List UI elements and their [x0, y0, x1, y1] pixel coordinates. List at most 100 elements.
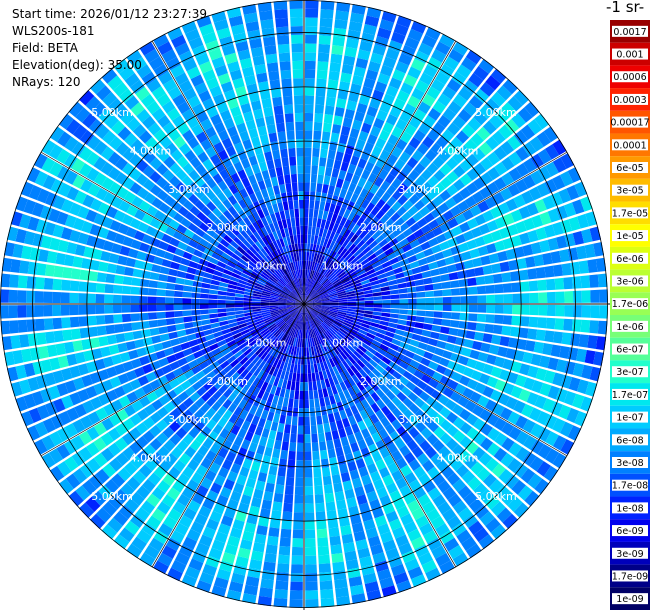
range-gate-cell — [216, 568, 231, 581]
range-gate-cell — [338, 307, 348, 311]
range-gate-cell — [350, 364, 359, 375]
range-gate-cell — [156, 93, 171, 107]
range-gate-cell — [202, 232, 213, 243]
range-gate-cell — [174, 72, 189, 86]
range-gate-cell — [450, 391, 462, 403]
range-gate-cell — [394, 158, 406, 171]
range-gate-cell — [473, 111, 488, 126]
azimuth-spoke — [151, 40, 305, 305]
range-gate-cell — [214, 335, 225, 343]
range-gate-cell — [316, 335, 322, 345]
range-gate-cell — [19, 260, 30, 274]
range-gate-cell — [420, 357, 431, 367]
range-gate-cell — [423, 212, 435, 224]
range-gate-cell — [486, 151, 501, 166]
range-gate-cell — [546, 305, 556, 317]
range-gate-cell — [301, 338, 304, 348]
range-gate-cell — [196, 386, 207, 397]
range-gate-cell — [164, 226, 176, 237]
range-gate-cell — [115, 333, 126, 343]
range-gate-cell — [507, 458, 522, 473]
range-gate-cell — [508, 337, 519, 349]
range-gate-cell — [357, 158, 367, 169]
range-gate-cell — [555, 205, 568, 220]
range-gate-cell — [228, 413, 239, 425]
range-gate-cell — [294, 320, 299, 329]
range-gate-cell — [300, 286, 303, 296]
range-gate-cell — [336, 373, 344, 384]
range-gate-cell — [140, 500, 156, 515]
range-gate-cell — [223, 478, 235, 491]
range-gate-cell — [188, 339, 199, 348]
range-gate-cell — [293, 364, 298, 374]
range-gate-cell — [251, 330, 261, 337]
range-gate-cell — [510, 235, 522, 247]
range-gate-cell — [435, 135, 449, 149]
range-gate-cell — [340, 275, 350, 283]
range-gate-cell — [132, 330, 143, 340]
range-gate-cell — [96, 272, 107, 283]
range-gate-cell — [243, 12, 258, 24]
range-gate-cell — [451, 304, 461, 312]
range-gate-cell — [273, 339, 281, 348]
range-gate-cell — [256, 336, 266, 345]
range-gate-cell — [88, 474, 104, 490]
range-gate-cell — [73, 377, 85, 391]
range-gate-cell — [115, 265, 126, 275]
range-gate-cell — [131, 536, 147, 551]
range-gate-cell — [452, 444, 465, 457]
range-gate-cell — [459, 422, 473, 435]
range-gate-cell — [277, 396, 284, 406]
range-gate-cell — [183, 322, 194, 329]
range-gate-cell — [319, 334, 326, 343]
ray — [304, 304, 588, 427]
range-gate-cell — [266, 321, 275, 328]
range-gate-cell — [499, 336, 510, 347]
range-gate-cell — [197, 444, 209, 457]
range-gate-cell — [249, 193, 258, 204]
range-gate-cell — [286, 362, 292, 372]
range-gate-cell — [87, 282, 97, 293]
range-gate-cell — [219, 256, 229, 265]
range-gate-cell — [308, 390, 314, 400]
range-gate-cell — [217, 180, 228, 192]
range-gate-cell — [298, 287, 302, 296]
range-gate-cell — [291, 280, 297, 289]
range-gate-cell — [95, 187, 108, 201]
colorbar-label-bg — [612, 116, 648, 128]
range-gate-cell — [316, 415, 323, 425]
range-gate-cell — [567, 167, 582, 183]
range-gate-cell — [308, 217, 313, 227]
range-gate-cell — [375, 157, 386, 169]
range-gate-cell — [319, 255, 325, 265]
range-gate-cell — [257, 278, 267, 285]
range-gate-cell — [248, 128, 259, 139]
range-gate-cell — [280, 69, 292, 80]
range-gate-cell — [572, 290, 582, 303]
range-gate-cell — [393, 572, 409, 585]
range-gate-cell — [344, 265, 354, 274]
range-gate-cell — [251, 182, 260, 193]
range-gate-cell — [495, 485, 510, 500]
range-gate-cell — [457, 485, 472, 500]
range-gate-cell — [368, 240, 378, 250]
range-gate-cell — [178, 142, 192, 155]
range-gate-cell — [146, 205, 158, 217]
range-gate-cell — [314, 272, 320, 281]
range-gate-cell — [362, 233, 372, 243]
range-gate-cell — [304, 138, 312, 148]
range-gate-cell — [149, 217, 161, 229]
range-gate-cell — [311, 296, 320, 301]
range-gate-cell — [357, 49, 371, 61]
range-gate-cell — [328, 273, 337, 281]
range-gate-cell — [552, 174, 566, 190]
range-gate-cell — [344, 334, 354, 343]
range-gate-cell — [163, 156, 176, 169]
range-gate-cell — [304, 304, 307, 313]
range-gate-cell — [64, 380, 77, 394]
range-gate-cell — [321, 333, 328, 342]
range-gate-cell — [214, 161, 226, 173]
range-gate-cell — [23, 362, 36, 378]
range-gate-cell — [275, 319, 284, 326]
range-gate-cell — [474, 214, 487, 226]
